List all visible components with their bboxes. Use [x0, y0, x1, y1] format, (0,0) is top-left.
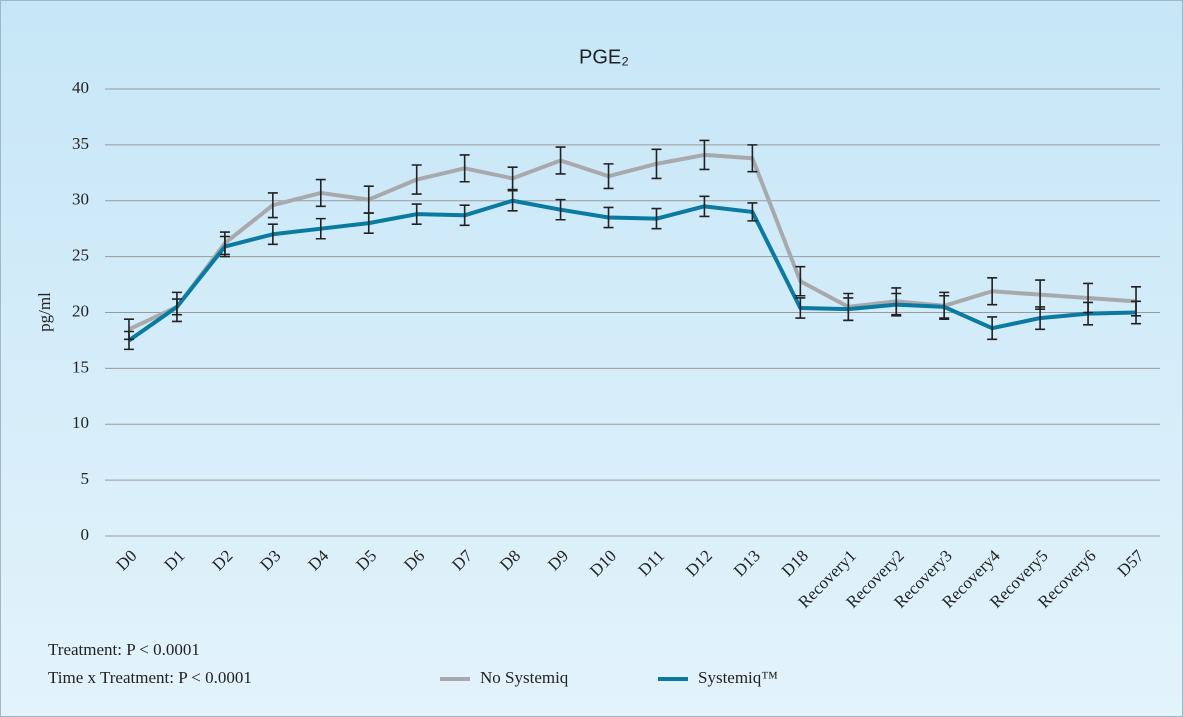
y-tick-label: 40: [72, 78, 89, 97]
error-bar: [363, 212, 374, 234]
legend-label: Systemiq™: [698, 668, 778, 687]
error-bar: [267, 192, 278, 219]
error-bar: [987, 277, 998, 306]
y-tick-label: 10: [72, 413, 89, 432]
error-bar: [507, 189, 518, 212]
error-bar: [459, 154, 470, 183]
error-bar: [699, 139, 710, 171]
error-bar: [651, 148, 662, 180]
y-tick-label: 20: [72, 301, 89, 320]
error-bar: [123, 330, 134, 351]
y-tick-label: 30: [72, 190, 89, 209]
y-tick-label: 15: [72, 357, 89, 376]
series-line: [127, 198, 1137, 343]
error-bar: [411, 164, 422, 195]
error-bar: [1035, 306, 1046, 331]
error-bar: [555, 198, 566, 221]
annotation: Time x Treatment: P < 0.0001: [48, 668, 252, 687]
error-bar: [267, 223, 278, 246]
error-bar: [219, 235, 230, 258]
y-tick-label: 35: [72, 134, 89, 153]
error-bar: [795, 265, 806, 297]
error-bar: [507, 166, 518, 191]
error-bar: [459, 204, 470, 227]
error-bar: [1083, 301, 1094, 326]
y-axis-label: pg/ml: [35, 292, 54, 332]
error-bar: [747, 144, 758, 173]
annotation: Treatment: P < 0.0001: [48, 640, 200, 659]
error-bar: [315, 217, 326, 240]
error-bar: [411, 203, 422, 226]
error-bar: [315, 178, 326, 208]
error-bar: [603, 163, 614, 190]
error-bar: [651, 207, 662, 230]
y-tick-label: 25: [72, 246, 89, 265]
error-bar: [747, 202, 758, 222]
error-bar: [603, 206, 614, 229]
series-line: [128, 152, 1137, 332]
error-bar: [555, 146, 566, 175]
chart-title: PGE₂: [579, 46, 629, 68]
error-bar: [1131, 300, 1142, 325]
y-tick-label: 0: [81, 525, 90, 544]
error-bar: [987, 316, 998, 341]
legend-label: No Systemiq: [480, 668, 569, 687]
error-bar: [171, 298, 182, 316]
error-bar: [939, 294, 950, 319]
error-bar: [891, 292, 902, 317]
error-bar: [843, 297, 854, 322]
error-bar: [699, 195, 710, 218]
y-tick-label: 5: [81, 469, 90, 488]
error-bar: [795, 297, 806, 319]
